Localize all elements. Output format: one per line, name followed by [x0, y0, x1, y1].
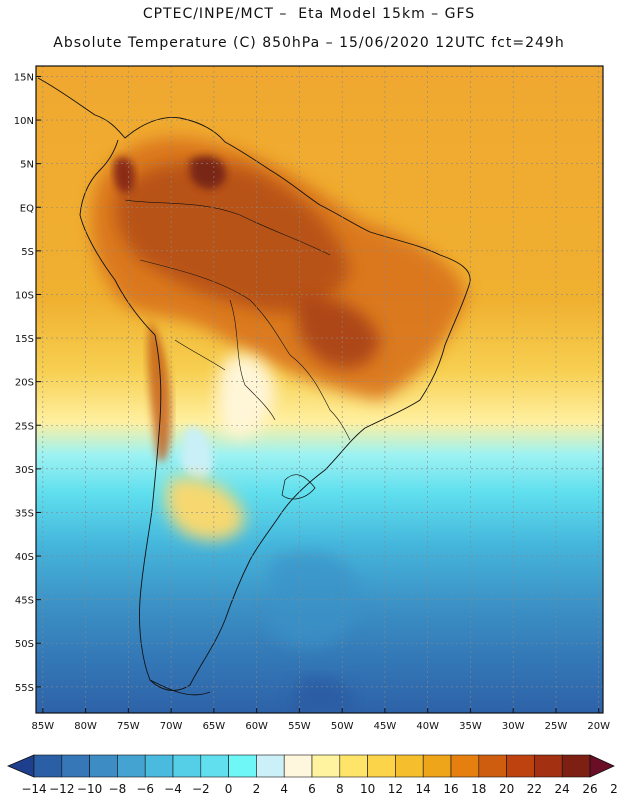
lat-label: 50S — [15, 639, 34, 650]
lon-label: 50W — [331, 721, 354, 732]
lat-label: 45S — [15, 596, 34, 607]
lat-label: 40S — [15, 552, 34, 563]
lat-label: 25S — [15, 421, 34, 432]
colorbar-label: 12 — [388, 782, 403, 796]
colorbar-swatch — [256, 754, 285, 778]
colorbar-swatch — [450, 754, 480, 778]
lon-label: 25W — [545, 721, 568, 732]
lat-label: 10N — [14, 116, 34, 127]
colorbar-swatch — [561, 754, 591, 778]
colorbar-label: 20 — [499, 782, 514, 796]
lon-label: 45W — [374, 721, 397, 732]
lon-label: 80W — [74, 721, 97, 732]
temperature-field — [36, 66, 603, 713]
lat-label: 55S — [15, 683, 34, 694]
lat-label: 35S — [15, 508, 34, 519]
lat-label: 15N — [14, 72, 34, 83]
colorbar-label: −6 — [136, 782, 154, 796]
colorbar-swatch — [367, 754, 396, 778]
colorbar-swatch — [89, 754, 118, 778]
lat-label: 10S — [15, 290, 34, 301]
colorbar-label: 2 — [253, 782, 261, 796]
lat-label: 5S — [21, 247, 34, 258]
colorbar-swatch — [61, 754, 90, 778]
colorbar-label: −14 — [21, 782, 46, 796]
colorbar-label: 18 — [471, 782, 486, 796]
colorbar-swatch — [395, 754, 424, 778]
lat-label: 5N — [20, 160, 34, 171]
lon-label: 70W — [160, 721, 183, 732]
lon-label: 55W — [288, 721, 311, 732]
lat-label: 15S — [15, 334, 34, 345]
longitude-labels: 85W 80W 75W 70W 65W 60W 55W 50W 45W 40W 35W 30W 25W 2… — [32, 708, 610, 732]
colorbar-swatch — [283, 754, 313, 778]
lon-label: 35W — [459, 721, 482, 732]
colorbar-swatch — [478, 754, 507, 778]
lon-label: 20W — [587, 721, 610, 732]
coastline — [37, 77, 471, 696]
latitude-labels: 15N 10N 5N EQ 5S 10S 15S 20S 25S 30S 35S 40S 45S 50S 5… — [14, 72, 41, 694]
colorbar-label: 4 — [280, 782, 288, 796]
colorbar-label: −12 — [49, 782, 74, 796]
lon-label: 60W — [245, 721, 268, 732]
colorbar-swatch — [200, 754, 229, 778]
colorbar-label: −4 — [164, 782, 182, 796]
colorbar-swatch — [117, 754, 146, 778]
lat-label: 20S — [15, 378, 34, 389]
colorbar-swatch — [534, 754, 563, 778]
lat-label: EQ — [20, 203, 34, 214]
lon-label: 65W — [203, 721, 226, 732]
colorbar-swatch — [172, 754, 202, 778]
lon-label: 85W — [32, 721, 55, 732]
colorbar-swatch — [339, 754, 368, 778]
colorbar-arrow-left — [6, 754, 35, 778]
colorbar-label: 8 — [336, 782, 344, 796]
colorbar-labels: −14 −12 −10 −8 −6 −4 −2 0 2 4 6 8 10 12 14 16 18 20 22 24 26… — [21, 782, 618, 796]
colorbar-label: 10 — [360, 782, 375, 796]
colorbar-swatch — [144, 754, 174, 778]
colorbar-swatch — [506, 754, 535, 778]
colorbar-swatch — [33, 754, 63, 778]
colorbar-label: 22 — [527, 782, 542, 796]
map-title-line2: Absolute Temperature (C) 850hPa – 15/06/… — [53, 35, 565, 51]
colorbar-label: −10 — [77, 782, 102, 796]
map-title-line1: CPTEC/INPE/MCT – Eta Model 15km – GFS — [142, 6, 476, 22]
colorbar-label: 16 — [443, 782, 458, 796]
colorbar — [6, 754, 615, 778]
colorbar-label: 28 — [610, 782, 618, 796]
colorbar-swatch — [311, 754, 341, 778]
colorbar-label: 6 — [308, 782, 316, 796]
map-frame — [35, 65, 604, 714]
colorbar-swatch — [422, 754, 452, 778]
colorbar-label: 26 — [582, 782, 597, 796]
lon-label: 75W — [117, 721, 140, 732]
colorbar-swatch — [228, 754, 257, 778]
lon-label: 30W — [502, 721, 525, 732]
colorbar-label: 24 — [555, 782, 570, 796]
colorbar-label: −8 — [109, 782, 127, 796]
colorbar-label: 14 — [416, 782, 431, 796]
colorbar-label: 0 — [225, 782, 233, 796]
lon-label: 40W — [416, 721, 439, 732]
colorbar-arrow-right — [589, 754, 615, 778]
colorbar-label: −2 — [192, 782, 210, 796]
lat-label: 30S — [15, 465, 34, 476]
